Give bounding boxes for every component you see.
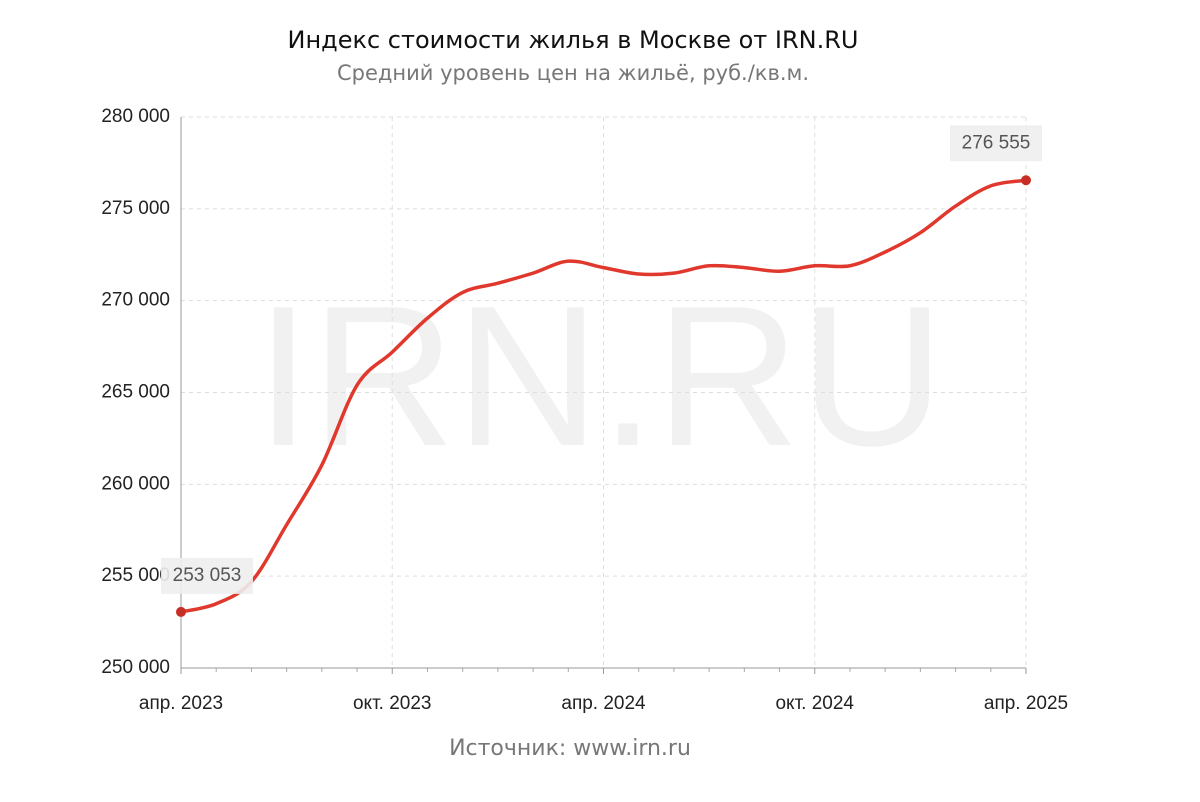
source: Источник: www.irn.ru	[449, 736, 691, 761]
chart-subtitle: Средний уровень цен на жильё, руб./кв.м.	[337, 61, 809, 85]
x-tick-label: окт. 2024	[775, 693, 854, 714]
data-label: 276 555	[962, 132, 1031, 153]
y-tick-label: 275 000	[101, 198, 170, 219]
data-label: 253 053	[173, 565, 242, 586]
chart-title: Индекс стоимости жилья в Москве от IRN.R…	[287, 26, 858, 54]
y-tick-label: 270 000	[101, 290, 170, 311]
y-tick-label: 255 000	[101, 565, 170, 586]
x-tick-label: окт. 2023	[353, 693, 432, 714]
x-tick-label: апр. 2024	[561, 693, 646, 714]
y-tick-label: 280 000	[101, 106, 170, 127]
y-tick-label: 260 000	[101, 473, 170, 494]
x-tick-label: апр. 2025	[984, 693, 1068, 714]
data-label-bg	[950, 125, 1042, 162]
y-tick-label: 250 000	[101, 657, 170, 678]
x-tick-label: апр. 2023	[139, 693, 223, 714]
watermark: IRN.RU	[256, 265, 945, 488]
y-tick-label: 265 000	[101, 382, 170, 403]
line	[179, 178, 1028, 614]
data-label-bg	[161, 557, 253, 594]
point	[176, 606, 186, 617]
point	[1021, 175, 1031, 186]
